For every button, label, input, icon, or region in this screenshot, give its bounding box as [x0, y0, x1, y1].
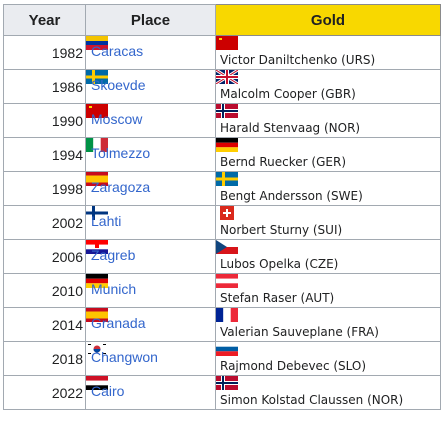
- place-link[interactable]: Tolmezzo: [91, 145, 151, 161]
- table-row: 1994 Tolmezzo Bernd Ruecker (GER): [3, 137, 441, 172]
- year-cell: 2018: [3, 341, 86, 376]
- header-place[interactable]: Place: [85, 4, 216, 36]
- header-gold[interactable]: Gold: [215, 4, 441, 36]
- gold-winner: Stefan Raser (AUT): [220, 291, 335, 305]
- place-cell: Munich: [85, 273, 216, 308]
- year-cell: 2022: [3, 375, 86, 410]
- flag-ussr-icon: [216, 36, 238, 50]
- header-year[interactable]: Year: [3, 4, 86, 36]
- place-link[interactable]: Caracas: [91, 43, 144, 59]
- table-row: 2014 Granada Valerian Sauveplane (FRA): [3, 307, 441, 342]
- place-cell: Granada: [85, 307, 216, 342]
- place-link[interactable]: Cairo: [91, 383, 125, 399]
- flag-sweden-icon: [86, 70, 108, 84]
- flag-germany-icon: [216, 138, 238, 152]
- flag-spain-icon: [86, 308, 108, 322]
- gold-cell: Harald Stenvaag (NOR): [215, 103, 441, 138]
- flag-italy-icon: [86, 138, 108, 152]
- place-cell: Zagreb: [85, 239, 216, 274]
- place-cell: Zaragoza: [85, 171, 216, 206]
- year-cell: 1998: [3, 171, 86, 206]
- table-row: 2022 Cairo Simon Kolstad Claussen (NOR): [3, 375, 441, 410]
- gold-cell: Victor Daniltchenko (URS): [215, 35, 441, 70]
- flag-venezuela-icon: [86, 36, 108, 50]
- gold-cell: Valerian Sauveplane (FRA): [215, 307, 441, 342]
- flag-switzerland-icon: [216, 206, 238, 220]
- flag-south-korea-icon: [86, 342, 108, 356]
- gold-cell: Bengt Andersson (SWE): [215, 171, 441, 206]
- table-row: 2002 Lahti Norbert Sturny (SUI): [3, 205, 441, 240]
- place-cell: Changwon: [85, 341, 216, 376]
- gold-winner: Harald Stenvaag (NOR): [220, 121, 361, 135]
- table-row: 1982 Caracas Victor Daniltchenko (URS): [3, 35, 441, 70]
- gold-cell: Norbert Sturny (SUI): [215, 205, 441, 240]
- place-link[interactable]: Moscow: [91, 111, 143, 127]
- table-row: 1990 Moscow Harald Stenvaag (NOR): [3, 103, 441, 138]
- year-cell: 2002: [3, 205, 86, 240]
- flag-norway-icon: [216, 104, 238, 118]
- flag-egypt-icon: [86, 376, 108, 390]
- header-row: Year Place Gold: [3, 4, 441, 36]
- gold-cell: Bernd Ruecker (GER): [215, 137, 441, 172]
- flag-ussr-icon: [86, 104, 108, 118]
- flag-spain-icon: [86, 172, 108, 186]
- flag-slovenia-icon: [216, 342, 238, 356]
- year-cell: 1982: [3, 35, 86, 70]
- results-table: Year Place Gold 1982 Caracas Victor Danilt…: [3, 4, 441, 410]
- place-cell: Caracas: [85, 35, 216, 70]
- flag-croatia-icon: [86, 240, 108, 254]
- place-link[interactable]: Zagreb: [91, 247, 136, 263]
- gold-cell: Lubos Opelka (CZE): [215, 239, 441, 274]
- place-link[interactable]: Changwon: [91, 349, 158, 365]
- place-link[interactable]: Munich: [91, 281, 137, 297]
- gold-winner: Bengt Andersson (SWE): [220, 189, 363, 203]
- gold-cell: Simon Kolstad Claussen (NOR): [215, 375, 441, 410]
- gold-winner: Norbert Sturny (SUI): [220, 223, 343, 237]
- place-link[interactable]: Granada: [91, 315, 146, 331]
- gold-winner: Valerian Sauveplane (FRA): [220, 325, 379, 339]
- table-row: 2010 Munich Stefan Raser (AUT): [3, 273, 441, 308]
- place-cell: Tolmezzo: [85, 137, 216, 172]
- table-row: 2006 Zagreb Lubos Opelka (CZE): [3, 239, 441, 274]
- gold-cell: Malcolm Cooper (GBR): [215, 69, 441, 104]
- flag-austria-icon: [216, 274, 238, 288]
- table-row: 2018 Changwon Rajmond Debevec (SLO): [3, 341, 441, 376]
- year-cell: 2006: [3, 239, 86, 274]
- year-cell: 1994: [3, 137, 86, 172]
- year-cell: 1990: [3, 103, 86, 138]
- place-link[interactable]: Skoevde: [91, 77, 146, 93]
- gold-winner: Lubos Opelka (CZE): [220, 257, 339, 271]
- table-row: 1998 Zaragoza Bengt Andersson (SWE): [3, 171, 441, 206]
- gold-cell: Rajmond Debevec (SLO): [215, 341, 441, 376]
- flag-czech-icon: [216, 240, 238, 254]
- year-cell: 1986: [3, 69, 86, 104]
- place-link[interactable]: Lahti: [91, 213, 122, 229]
- table-row: 1986 Skoevde Malcolm Cooper (GBR): [3, 69, 441, 104]
- flag-norway-icon: [216, 376, 238, 390]
- gold-cell: Stefan Raser (AUT): [215, 273, 441, 308]
- gold-winner: Victor Daniltchenko (URS): [220, 53, 376, 67]
- flag-sweden-icon: [216, 172, 238, 186]
- place-cell: Lahti: [85, 205, 216, 240]
- flag-germany-icon: [86, 274, 108, 288]
- flag-finland-icon: [86, 206, 108, 220]
- gold-winner: Simon Kolstad Claussen (NOR): [220, 393, 404, 407]
- gold-winner: Bernd Ruecker (GER): [220, 155, 346, 169]
- place-cell: Moscow: [85, 103, 216, 138]
- gold-winner: Rajmond Debevec (SLO): [220, 359, 367, 373]
- gold-winner: Malcolm Cooper (GBR): [220, 87, 356, 101]
- year-cell: 2014: [3, 307, 86, 342]
- place-link[interactable]: Zaragoza: [91, 179, 151, 195]
- place-cell: Cairo: [85, 375, 216, 410]
- year-cell: 2010: [3, 273, 86, 308]
- place-cell: Skoevde: [85, 69, 216, 104]
- flag-uk-icon: [216, 70, 238, 84]
- flag-france-icon: [216, 308, 238, 322]
